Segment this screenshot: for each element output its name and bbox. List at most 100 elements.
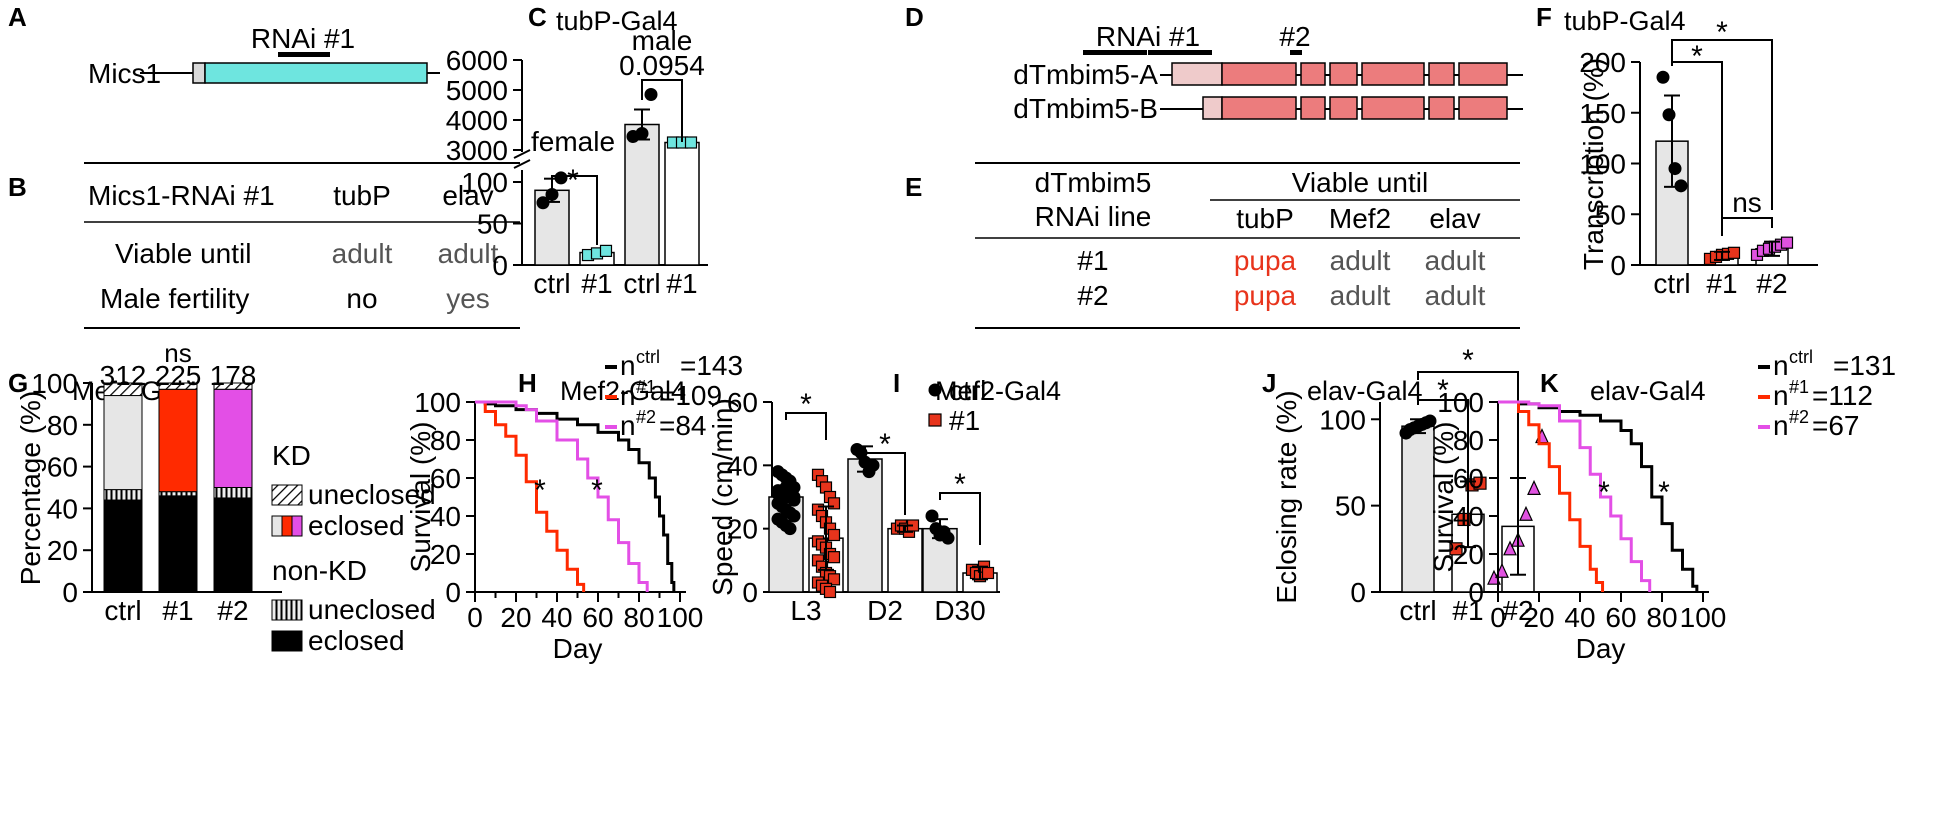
significance-star: * <box>1716 16 1728 49</box>
panel-label-d: D <box>905 2 924 32</box>
legend-value: =84 <box>659 410 707 441</box>
x-tick-label: 20 <box>500 602 531 633</box>
y-tick-label: 100 <box>1319 404 1366 435</box>
utr-box <box>1171 62 1223 86</box>
p-value-label: 0.0954 <box>619 50 705 81</box>
y-tick-label: 50 <box>1595 199 1626 230</box>
col-header: Mef2 <box>1329 203 1391 234</box>
significance-star: * <box>534 474 546 507</box>
x-axis-label: Day <box>553 633 603 664</box>
legend-group: KD <box>272 440 311 471</box>
y-tick-label: 0 <box>1468 577 1484 608</box>
stack-segment <box>103 499 143 593</box>
stack-segment <box>213 388 253 488</box>
significance-star: * <box>800 388 812 421</box>
data-point <box>823 585 837 599</box>
y-tick-label: 0 <box>742 577 758 608</box>
rnai1-label: RNAi #1 <box>1096 21 1200 52</box>
stack-segment <box>213 497 253 593</box>
y-tick-label: 6000 <box>446 45 508 76</box>
x-tick-label: ctrl <box>1399 595 1436 626</box>
exon-box <box>1361 62 1425 86</box>
legend-label: n <box>1773 410 1789 441</box>
x-tick-label: D30 <box>934 595 985 626</box>
cell-value: adult <box>332 238 393 269</box>
x-tick-label: #2 <box>1756 268 1787 299</box>
n-label: 312 <box>100 360 147 391</box>
survival-curve <box>1498 400 1605 592</box>
cell-adult: adult <box>1425 245 1486 276</box>
panel-title: Mef2-Gal4 <box>935 376 1061 406</box>
exon-box <box>1361 96 1425 120</box>
exon-box <box>1428 96 1455 120</box>
rnai-label: RNAi #1 <box>251 23 355 54</box>
x-tick-label: 0 <box>467 602 483 633</box>
stack-segment <box>103 395 143 491</box>
y-tick-label: 60 <box>727 387 758 418</box>
stack-segment <box>158 491 198 497</box>
row-header-line2: RNAi line <box>1035 201 1152 232</box>
group-header: Viable until <box>1292 167 1428 198</box>
y-tick-label: 80 <box>1453 425 1484 456</box>
legend-superscript: #2 <box>1789 407 1809 427</box>
legend-label: uneclosed <box>308 479 436 510</box>
exon-box <box>1300 96 1326 120</box>
legend-value: =67 <box>1812 410 1860 441</box>
y-tick-label: 200 <box>1579 47 1626 78</box>
legend-label: n <box>1773 350 1789 381</box>
significance-star: * <box>879 428 891 461</box>
y-axis-label: Speed (cm/min) <box>707 398 738 596</box>
bar <box>1401 425 1435 593</box>
y-tick-label: 80 <box>430 425 461 456</box>
x-tick-label: 100 <box>657 602 704 633</box>
legend-value: =143 <box>680 350 743 381</box>
significance-bracket <box>1417 371 1519 485</box>
y-tick-label: 0 <box>445 577 461 608</box>
y-tick-label: 20 <box>47 535 78 566</box>
y-tick-label: 100 <box>31 368 78 399</box>
y-tick-label: 0 <box>62 577 78 608</box>
panel-title: tubP-Gal4 <box>1564 6 1686 36</box>
significance-bracket <box>641 79 683 142</box>
gene-b-label: dTmbim5-B <box>1013 93 1158 124</box>
y-tick-label: 80 <box>47 410 78 441</box>
mics1-coding <box>204 62 428 84</box>
panel-e: E dTmbim5 RNAi line Viable until tubP Me… <box>905 162 1520 329</box>
y-axis-label: Survival (%) <box>1428 422 1459 573</box>
y-tick-label: 3000 <box>446 135 508 166</box>
data-point <box>1473 476 1487 490</box>
x-tick-label: ctrl <box>104 595 141 626</box>
y-tick-label: 40 <box>727 450 758 481</box>
y-axis-label: Percentage (%) <box>15 391 46 586</box>
axis-break <box>513 159 531 169</box>
y-tick-label: 50 <box>477 209 508 240</box>
axis-break <box>513 149 531 159</box>
cell-adult: adult <box>1330 280 1391 311</box>
significance-bracket <box>1417 399 1469 512</box>
panel-label-i: I <box>893 368 900 398</box>
data-point <box>787 490 801 504</box>
legend-swatch <box>271 630 303 652</box>
legend-swatch <box>281 515 293 537</box>
data-point <box>1668 162 1682 176</box>
data-point <box>536 196 550 210</box>
x-tick-label: #1 <box>1452 595 1483 626</box>
survival-curve <box>1498 400 1652 592</box>
exon-box <box>1329 62 1358 86</box>
y-tick-label: 50 <box>1335 491 1366 522</box>
cell-adult: adult <box>1425 280 1486 311</box>
data-point <box>827 497 841 510</box>
y-tick-label: 40 <box>47 493 78 524</box>
y-tick-label: 20 <box>430 539 461 570</box>
significance-bracket <box>551 175 598 245</box>
y-tick-label: 40 <box>1453 501 1484 532</box>
panel-label-a: A <box>8 2 27 32</box>
rnai1-target-bar <box>1083 50 1147 55</box>
panel-title: elav-Gal4 <box>1590 376 1706 406</box>
legend-label: eclosed <box>308 625 405 656</box>
